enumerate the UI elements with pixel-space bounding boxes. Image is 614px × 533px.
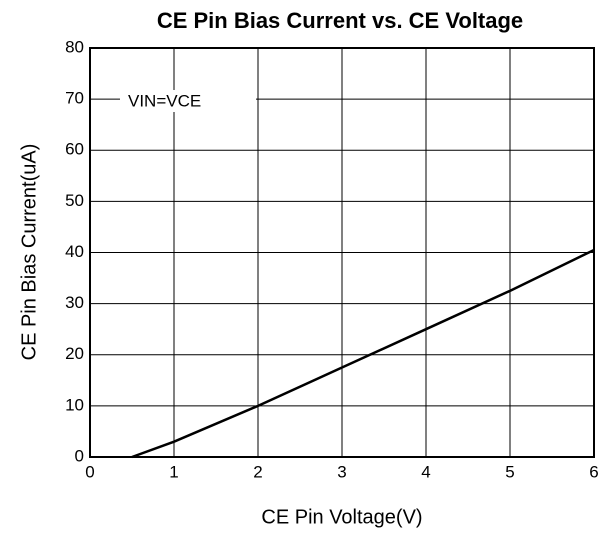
y-tick-label: 0 [75, 446, 84, 465]
plot-frame [89, 47, 595, 458]
annotation: VIN=VCE [128, 91, 201, 110]
x-tick-label: 4 [421, 462, 430, 481]
x-tick-label: 2 [253, 462, 262, 481]
y-tick-label: 10 [65, 395, 84, 414]
x-tick-label: 6 [589, 462, 598, 481]
x-tick-label: 0 [85, 462, 94, 481]
x-axis-label: CE Pin Voltage(V) [261, 506, 422, 528]
x-tick-label: 1 [169, 462, 178, 481]
x-tick-label: 3 [337, 462, 346, 481]
y-axis-label: CE Pin Bias Current(uA) [18, 144, 40, 361]
y-tick-label: 80 [65, 37, 84, 56]
annotation-background [120, 90, 256, 112]
y-tick-label: 20 [65, 344, 84, 363]
x-tick-label: 5 [505, 462, 514, 481]
y-tick-label: 50 [65, 191, 84, 210]
y-tick-label: 70 [65, 89, 84, 108]
data-line [131, 248, 595, 459]
y-tick-label: 40 [65, 242, 84, 261]
y-tick-label: 60 [65, 140, 84, 159]
y-tick-label: 30 [65, 293, 84, 312]
chart-title: CE Pin Bias Current vs. CE Voltage [157, 8, 523, 33]
